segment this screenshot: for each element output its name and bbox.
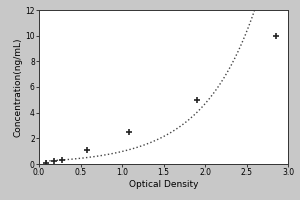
X-axis label: Optical Density: Optical Density <box>129 180 198 189</box>
Y-axis label: Concentration(ng/mL): Concentration(ng/mL) <box>14 37 22 137</box>
